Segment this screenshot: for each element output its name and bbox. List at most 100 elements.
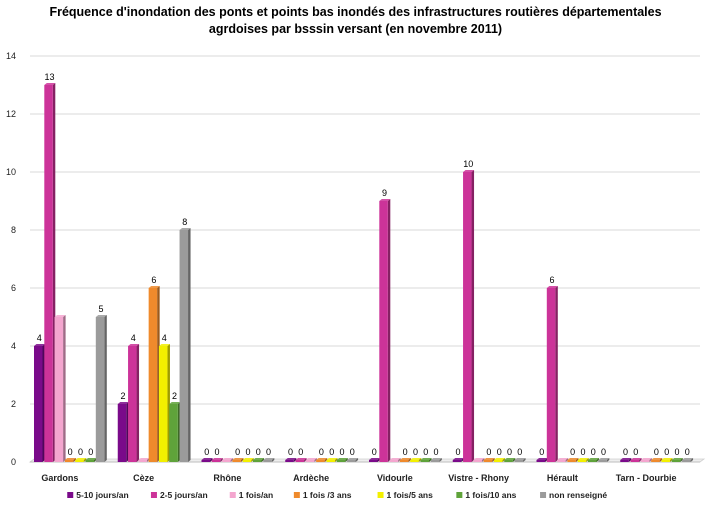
data-label: 0 xyxy=(329,447,334,457)
bar-top xyxy=(326,458,338,460)
bar-top xyxy=(651,458,663,460)
bar-side xyxy=(669,458,673,462)
bar-side xyxy=(83,458,87,462)
data-label: 2 xyxy=(172,391,177,401)
bar-side xyxy=(481,458,485,462)
bar-top xyxy=(588,458,599,460)
bar-side xyxy=(73,458,76,462)
data-label: 4 xyxy=(162,333,167,343)
bar xyxy=(179,230,189,462)
legend-entry: 1 fois/10 ans xyxy=(465,490,516,500)
bar-top xyxy=(169,402,181,404)
bar-side xyxy=(565,458,569,462)
bar xyxy=(295,460,305,462)
bar-top xyxy=(253,458,264,460)
bar-side xyxy=(575,458,579,462)
bar-side xyxy=(355,458,359,462)
y-tick-label: 4 xyxy=(11,341,16,351)
bar xyxy=(420,460,429,462)
data-label: 0 xyxy=(486,447,491,457)
data-label: 0 xyxy=(266,447,271,457)
bar xyxy=(222,460,231,462)
bar-side xyxy=(639,458,642,462)
bar xyxy=(285,460,294,462)
bar-side xyxy=(628,458,632,462)
data-label: 0 xyxy=(298,447,303,457)
bar-side xyxy=(659,458,663,462)
bar-top xyxy=(389,458,401,460)
bar-side xyxy=(398,458,401,462)
bar xyxy=(493,460,503,462)
bar-top xyxy=(85,458,97,460)
legend-swatch xyxy=(293,492,300,498)
legend-entry: 1 fois /3 ans xyxy=(303,490,352,500)
bar-top xyxy=(138,458,150,460)
bar xyxy=(598,460,607,462)
data-label: 0 xyxy=(685,447,690,457)
bar-side xyxy=(596,458,599,462)
bar xyxy=(347,460,356,462)
bar-top xyxy=(158,344,170,346)
bar xyxy=(54,317,64,462)
bar xyxy=(95,317,105,462)
data-label: 0 xyxy=(350,447,355,457)
bar-side xyxy=(240,458,244,462)
data-label: 0 xyxy=(78,447,83,457)
category-label: Gardons xyxy=(41,473,78,483)
data-label: 0 xyxy=(215,447,220,457)
data-label: 6 xyxy=(151,275,156,285)
legend-swatch xyxy=(67,492,74,498)
bar xyxy=(620,460,629,462)
data-label: 0 xyxy=(339,447,344,457)
bar-side xyxy=(334,458,338,462)
data-label: 0 xyxy=(88,447,93,457)
bar xyxy=(389,460,399,462)
y-tick-label: 10 xyxy=(6,167,16,177)
bar-side xyxy=(324,458,328,462)
bar-side xyxy=(418,458,422,462)
bar-top xyxy=(682,458,694,460)
category-label: Hérault xyxy=(547,473,578,483)
bar-side xyxy=(586,458,589,462)
data-label: 5 xyxy=(99,304,104,314)
data-label: 0 xyxy=(403,447,408,457)
data-label: 0 xyxy=(674,447,679,457)
y-tick-label: 2 xyxy=(11,399,16,409)
bar-side xyxy=(271,458,275,462)
bar-side xyxy=(261,458,264,462)
data-label: 0 xyxy=(256,447,261,457)
bar xyxy=(577,460,587,462)
bar xyxy=(682,460,691,462)
bar-top xyxy=(598,458,610,460)
bar-top xyxy=(305,458,317,460)
category-label: Cèze xyxy=(133,473,154,483)
category-label: Tarn - Dourbie xyxy=(616,473,677,483)
bar-top xyxy=(661,458,673,460)
bar-top xyxy=(514,458,526,460)
bar-top xyxy=(567,458,579,460)
bar xyxy=(85,460,94,462)
bar-top xyxy=(316,458,328,460)
data-label: 0 xyxy=(623,447,628,457)
bar xyxy=(473,460,482,462)
bar xyxy=(253,460,262,462)
bar xyxy=(138,460,147,462)
bar xyxy=(452,460,462,462)
y-tick-label: 14 xyxy=(6,51,16,61)
bar-top xyxy=(630,458,642,460)
data-label: 0 xyxy=(633,447,638,457)
bar xyxy=(128,346,137,462)
data-label: 0 xyxy=(539,447,544,457)
bar xyxy=(34,346,43,462)
bar xyxy=(514,460,524,462)
y-tick-label: 6 xyxy=(11,283,16,293)
bar xyxy=(242,460,252,462)
bar-side xyxy=(220,458,223,462)
bar xyxy=(158,346,168,462)
legend-swatch xyxy=(377,492,384,498)
bar-top xyxy=(577,458,589,460)
bar-side xyxy=(690,458,694,462)
bar-top xyxy=(201,458,213,460)
legend-swatch xyxy=(456,492,463,498)
